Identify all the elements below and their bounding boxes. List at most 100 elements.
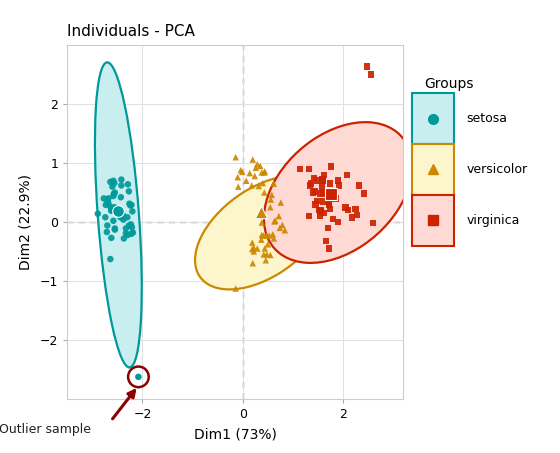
Point — [305, 165, 314, 173]
Point — [231, 285, 240, 292]
Point — [315, 190, 324, 198]
Point — [321, 237, 330, 245]
Point — [259, 232, 268, 239]
Point — [269, 180, 278, 188]
Point — [104, 195, 113, 202]
Point — [110, 179, 119, 187]
Point — [270, 218, 279, 225]
Point — [260, 169, 269, 176]
Ellipse shape — [264, 122, 412, 263]
Point — [315, 207, 324, 214]
Point — [250, 173, 259, 180]
Point — [253, 245, 262, 252]
Point — [324, 224, 333, 231]
Point — [367, 71, 376, 78]
Point — [321, 190, 330, 198]
Point — [109, 177, 118, 184]
Point — [245, 169, 254, 177]
Point — [318, 183, 326, 190]
Point — [348, 214, 357, 221]
Point — [368, 220, 377, 227]
Point — [319, 177, 328, 184]
Y-axis label: Dim2 (22.9%): Dim2 (22.9%) — [19, 174, 33, 270]
Point — [107, 207, 116, 214]
Text: setosa: setosa — [466, 112, 507, 125]
Point — [360, 190, 368, 198]
Point — [257, 236, 266, 243]
Point — [266, 204, 275, 211]
Point — [271, 217, 280, 224]
Point — [118, 211, 127, 218]
Point — [312, 197, 321, 204]
Point — [316, 207, 325, 214]
Point — [254, 183, 263, 190]
Point — [311, 201, 320, 208]
Point — [276, 224, 284, 231]
Point — [106, 178, 115, 186]
Point — [128, 208, 137, 215]
Point — [248, 156, 257, 163]
Point — [99, 195, 108, 202]
Point — [106, 203, 115, 210]
Point — [262, 232, 271, 239]
Point — [249, 248, 258, 255]
Point — [119, 235, 128, 242]
Point — [231, 154, 240, 161]
Point — [353, 211, 362, 218]
Point — [334, 218, 343, 226]
Point — [119, 216, 128, 223]
Text: Individuals - PCA: Individuals - PCA — [67, 24, 195, 39]
Point — [266, 251, 275, 259]
Point — [249, 244, 258, 251]
Point — [341, 204, 350, 211]
Point — [110, 189, 119, 196]
Point — [320, 210, 329, 217]
Point — [354, 182, 363, 189]
Point — [260, 189, 269, 196]
Point — [106, 255, 115, 263]
Point — [269, 235, 278, 242]
Point — [116, 193, 125, 201]
Point — [296, 165, 305, 173]
Point — [256, 163, 265, 170]
Point — [124, 188, 133, 195]
Point — [267, 196, 276, 203]
Point — [134, 373, 143, 381]
Point — [128, 224, 137, 231]
Point — [122, 230, 130, 237]
Point — [104, 199, 113, 207]
Point — [253, 161, 262, 168]
Point — [278, 222, 287, 229]
Point — [122, 225, 130, 232]
Point — [125, 200, 134, 207]
Point — [259, 251, 268, 258]
Point — [265, 232, 274, 239]
Point — [324, 245, 333, 252]
Point — [343, 171, 352, 178]
Point — [263, 241, 272, 248]
Point — [363, 63, 372, 70]
Point — [268, 231, 277, 238]
Point — [316, 208, 325, 215]
Point — [329, 189, 338, 196]
Point — [305, 182, 314, 189]
FancyBboxPatch shape — [412, 195, 454, 246]
Point — [242, 177, 251, 184]
Point — [260, 245, 269, 252]
Point — [248, 246, 256, 253]
Point — [107, 207, 116, 214]
X-axis label: Dim1 (73%): Dim1 (73%) — [194, 428, 277, 442]
Point — [126, 202, 135, 209]
Point — [236, 167, 245, 174]
Text: Groups: Groups — [424, 77, 473, 91]
Point — [102, 228, 111, 236]
Point — [109, 193, 118, 200]
Point — [103, 222, 112, 229]
Point — [127, 221, 136, 228]
Point — [109, 190, 118, 198]
Point — [123, 231, 132, 239]
FancyBboxPatch shape — [412, 144, 454, 195]
Point — [110, 225, 119, 232]
FancyBboxPatch shape — [412, 93, 454, 144]
Point — [110, 226, 119, 233]
